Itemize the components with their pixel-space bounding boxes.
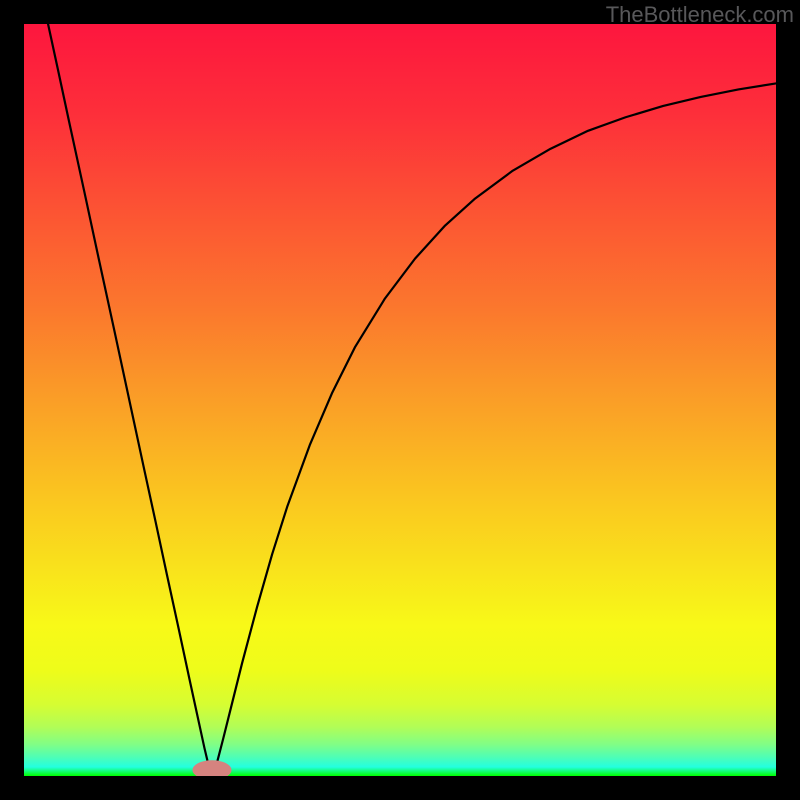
curve-layer bbox=[24, 24, 776, 776]
watermark-text: TheBottleneck.com bbox=[606, 2, 794, 28]
chart-container: TheBottleneck.com bbox=[0, 0, 800, 800]
plot-area bbox=[24, 24, 776, 776]
gradient-background bbox=[24, 24, 776, 776]
